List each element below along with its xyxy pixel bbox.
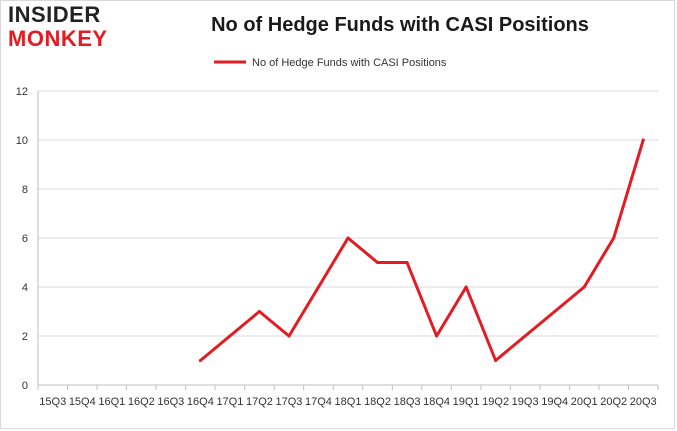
x-tick-label-19Q2: 19Q2 [482, 396, 509, 408]
y-tick-label-6: 6 [22, 233, 28, 245]
data-point-18Q1 [346, 236, 350, 240]
data-point-20Q3 [641, 138, 645, 142]
x-tick-label-17Q4: 17Q4 [305, 396, 332, 408]
x-tick-label-16Q4: 16Q4 [187, 396, 214, 408]
y-tick-label-4: 4 [22, 282, 28, 294]
y-tick-label-2: 2 [22, 331, 28, 343]
data-point-19Q3 [523, 334, 527, 338]
x-tick-label-18Q4: 18Q4 [423, 396, 450, 408]
data-point-20Q2 [612, 236, 616, 240]
data-point-16Q4 [198, 359, 202, 362]
x-tick-label-17Q3: 17Q3 [275, 396, 302, 408]
data-point-18Q2 [376, 261, 380, 264]
data-point-18Q4 [435, 334, 439, 338]
x-tick-label-19Q1: 19Q1 [453, 396, 480, 408]
x-tick-label-18Q3: 18Q3 [394, 396, 421, 408]
data-point-17Q1 [228, 334, 232, 338]
series-line-0 [198, 138, 645, 362]
data-point-20Q1 [582, 285, 586, 289]
x-tick-label-16Q3: 16Q3 [157, 396, 184, 408]
chart-title: No of Hedge Funds with CASI Positions [211, 14, 589, 36]
y-tick-label-10: 10 [16, 135, 28, 147]
x-tick-label-16Q2: 16Q2 [128, 396, 155, 408]
data-point-19Q2 [494, 359, 498, 362]
x-tick-label-16Q1: 16Q1 [98, 396, 125, 408]
x-tick-label-20Q2: 20Q2 [600, 396, 627, 408]
y-tick-label-8: 8 [22, 184, 28, 196]
data-point-19Q1 [464, 285, 468, 289]
x-tick-label-18Q2: 18Q2 [364, 396, 391, 408]
y-tick-label-0: 0 [22, 380, 28, 392]
data-point-18Q3 [405, 261, 409, 264]
data-point-17Q3 [287, 334, 291, 338]
x-tick-label-20Q1: 20Q1 [571, 396, 598, 408]
x-tick-label-19Q4: 19Q4 [541, 396, 568, 408]
x-tick-label-18Q1: 18Q1 [335, 396, 362, 408]
data-point-17Q4 [316, 285, 320, 289]
x-tick-label-17Q1: 17Q1 [216, 396, 243, 408]
x-tick-label-19Q3: 19Q3 [512, 396, 539, 408]
x-tick-label-15Q3: 15Q3 [39, 396, 66, 408]
y-tick-label-12: 12 [16, 86, 28, 98]
data-point-17Q2 [257, 310, 261, 313]
data-point-19Q4 [553, 310, 557, 313]
x-tick-label-15Q4: 15Q4 [69, 396, 96, 408]
logo-line-1: INSIDER [8, 2, 101, 27]
insider-monkey-logo: INSIDER MONKEY [8, 4, 128, 54]
x-tick-label-20Q3: 20Q3 [630, 396, 657, 408]
logo-line-2: MONKEY [8, 26, 108, 51]
x-tick-label-17Q2: 17Q2 [246, 396, 273, 408]
legend-label-0: No of Hedge Funds with CASI Positions [252, 57, 447, 69]
